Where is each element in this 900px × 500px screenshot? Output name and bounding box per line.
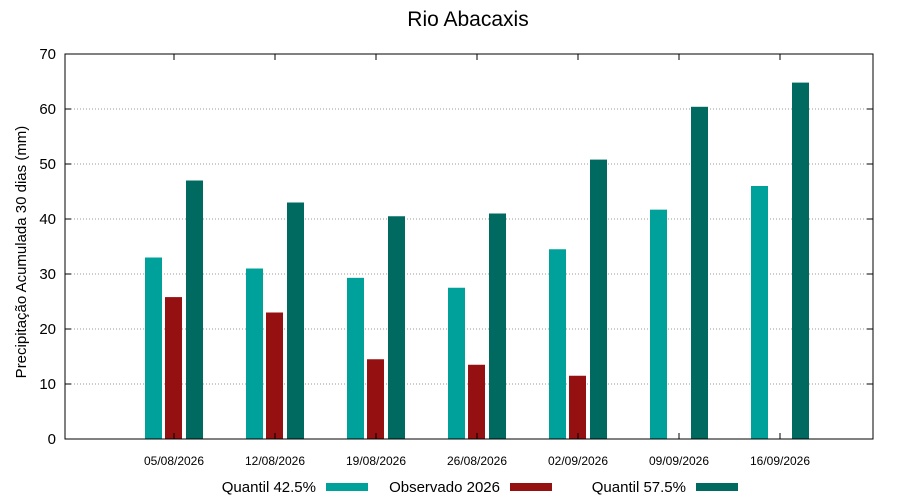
bars [145,82,809,440]
bar [590,159,607,439]
x-tick-label: 02/09/2026 [548,454,608,468]
plot-frame [64,53,874,440]
y-tick-label: 70 [39,46,56,63]
bar [549,249,566,439]
bar [448,287,465,439]
bar [691,106,708,440]
x-tick-label: 05/08/2026 [144,454,204,468]
chart-title: Rio Abacaxis [407,8,528,31]
bar [569,375,586,439]
y-tick-label: 60 [39,101,56,118]
legend-label: Observado 2026 [389,479,500,496]
bar [751,186,768,439]
x-ticks: 05/08/2026 12/08/2026 19/08/2026 26/08/2026… [144,54,810,468]
bar [650,209,667,439]
legend-swatch [326,483,368,491]
bar [367,359,384,439]
y-tick-label: 30 [39,266,56,283]
legend-swatch [510,483,552,491]
bar [287,202,304,439]
y-tick-label: 20 [39,321,56,338]
x-tick-label: 19/08/2026 [346,454,406,468]
bar [165,297,182,439]
x-tick-label: 26/08/2026 [447,454,507,468]
bar [186,180,203,439]
y-ticks: 0 10 20 30 40 50 60 70 [39,46,873,448]
bar [489,213,506,439]
bar [388,216,405,439]
x-tick-label: 12/08/2026 [245,454,305,468]
y-tick-label: 40 [39,211,56,228]
x-tick-label: 09/09/2026 [649,454,709,468]
y-tick-label: 0 [48,431,56,448]
legend: Quantil 42.5% Observado 2026 Quantil 57.5% [222,479,738,496]
bar [347,277,364,439]
legend-label: Quantil 57.5% [592,479,686,496]
y-tick-label: 50 [39,156,56,173]
bar [266,312,283,439]
bar [468,364,485,439]
bar [145,257,162,439]
y-axis-label: Precipitação Acumulada 30 dias (mm) [13,126,30,379]
bar [246,268,263,439]
y-tick-label: 10 [39,376,56,393]
legend-label: Quantil 42.5% [222,479,316,496]
bar [792,82,809,439]
legend-swatch [696,483,738,491]
x-tick-label: 16/09/2026 [750,454,810,468]
